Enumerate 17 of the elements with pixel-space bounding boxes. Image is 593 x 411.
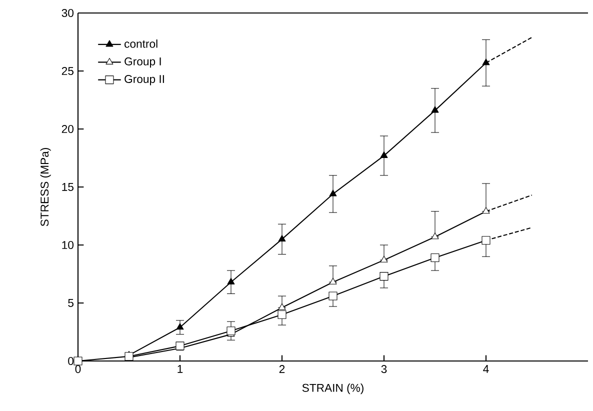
y-tick-label: 25 [62,67,74,76]
x-tick-label: 1 [178,365,183,373]
x-tick-label: 4 [483,365,489,373]
x-tick-label: 3 [381,365,387,374]
y-tick-label: 30 [62,8,74,18]
x-tick-label: 2 [279,365,285,373]
x-axis-title: STRAIN (%) [302,384,364,394]
y-tick-label: 5 [68,299,74,307]
y-tick-label: 10 [62,241,74,250]
y-tick-label: 20 [62,125,74,134]
y-tick-label: 0 [68,357,74,366]
legend-label: Group I [124,57,161,68]
legend-label: control [124,39,158,48]
y-tick-label: 15 [62,183,74,191]
y-axis-title: STRESS (MPa) [40,148,51,226]
legend-label: Group II [124,75,164,86]
x-tick-label: 0 [75,365,81,374]
